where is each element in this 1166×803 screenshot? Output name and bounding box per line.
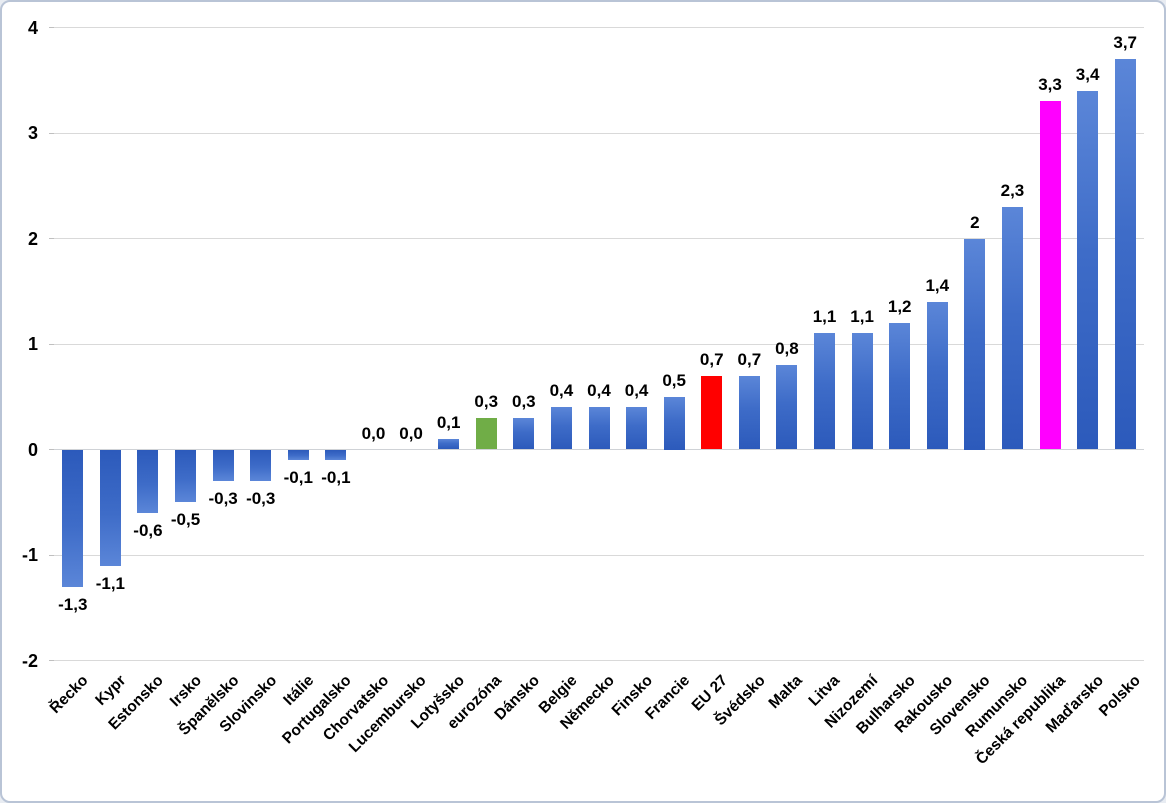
bar-malta: [776, 365, 798, 450]
value-label: 3,4: [1075, 64, 1100, 84]
value-label: 0,7: [699, 349, 724, 369]
axis-tick: [49, 554, 54, 556]
value-label: -1,1: [95, 573, 126, 593]
value-label: -0,3: [246, 489, 276, 509]
bar-polsko: [1114, 59, 1136, 450]
gridline: [54, 554, 1144, 556]
y-axis-label: -1: [21, 545, 38, 565]
y-axis-label: -2: [21, 650, 38, 671]
bar-nizozemí: [851, 333, 873, 450]
bar-švédsko: [738, 375, 760, 450]
bar-eu-27: [701, 375, 723, 450]
value-label: 1,4: [925, 275, 950, 295]
value-label: -0,6: [133, 520, 163, 540]
bar-belgie: [550, 407, 572, 450]
gridline: [54, 27, 1144, 28]
gridline: [54, 343, 1144, 345]
value-label: 1,2: [887, 296, 912, 316]
bar-španělsko: [212, 449, 234, 482]
bar-lotyšsko: [438, 438, 460, 450]
value-label: -0,5: [170, 510, 201, 530]
bar-dánsko: [513, 417, 535, 450]
axis-tick: [49, 660, 54, 661]
x-axis-label: Polsko: [1096, 672, 1145, 720]
bar-estonsko: [137, 449, 159, 513]
value-label: 0,8: [775, 339, 799, 359]
value-label: 0,3: [511, 391, 536, 411]
axis-tick: [49, 132, 54, 134]
bar-maďarsko: [1077, 90, 1099, 450]
axis-tick: [49, 449, 54, 450]
y-axis-label: 3: [27, 123, 38, 143]
y-axis-label: 0: [27, 439, 38, 460]
bar-francie: [663, 396, 685, 450]
value-label: 1,1: [812, 307, 837, 327]
value-label: -0,1: [321, 468, 351, 488]
value-label: -0,3: [208, 489, 238, 509]
bar-itálie: [287, 449, 309, 461]
value-label: -0,1: [283, 468, 313, 488]
bar-finsko: [626, 407, 648, 450]
bar-kypr: [99, 449, 121, 566]
value-label: 0,4: [624, 381, 649, 401]
value-label: 0,5: [662, 370, 686, 390]
bar-irsko: [175, 449, 197, 503]
y-axis-label: 2: [27, 228, 38, 249]
bar-německo: [588, 407, 610, 450]
bar-litva: [814, 333, 836, 450]
bar-slovensko: [964, 238, 986, 450]
bar-slovinsko: [250, 449, 272, 482]
y-axis-label: 4: [27, 17, 38, 38]
value-label: 0,3: [474, 391, 499, 411]
value-label: -1,3: [58, 594, 88, 614]
value-label: 2,3: [1000, 180, 1025, 200]
gridline: [54, 660, 1144, 661]
bar-portugalsko: [325, 449, 347, 461]
bar-česká-republika: [1039, 101, 1061, 450]
gridline: [54, 132, 1144, 134]
bar-eurozóna: [475, 417, 497, 450]
x-axis-label: Řecko: [46, 672, 92, 717]
bar-řecko: [62, 449, 84, 587]
value-label: 0,4: [587, 381, 611, 401]
axis-tick: [49, 343, 54, 345]
value-label: 3,3: [1038, 75, 1062, 95]
value-label: 0,4: [549, 381, 574, 401]
value-label: 0,1: [436, 412, 461, 432]
bar-bulharsko: [889, 322, 911, 450]
value-label: 0,0: [399, 423, 423, 443]
zero-gridline: [54, 449, 1144, 450]
axis-tick: [49, 27, 54, 28]
value-label: 2: [970, 212, 980, 232]
y-axis-label: 1: [27, 334, 38, 354]
bar-rakousko: [926, 301, 948, 450]
value-label: 1,1: [850, 307, 874, 327]
gridline: [54, 238, 1144, 239]
x-axis-label: Malta: [765, 672, 806, 713]
axis-tick: [49, 238, 54, 239]
value-label: 3,7: [1113, 33, 1138, 53]
bar-rumunsko: [1001, 206, 1023, 450]
value-label: 0,0: [361, 423, 386, 443]
value-label: 0,7: [737, 349, 762, 369]
